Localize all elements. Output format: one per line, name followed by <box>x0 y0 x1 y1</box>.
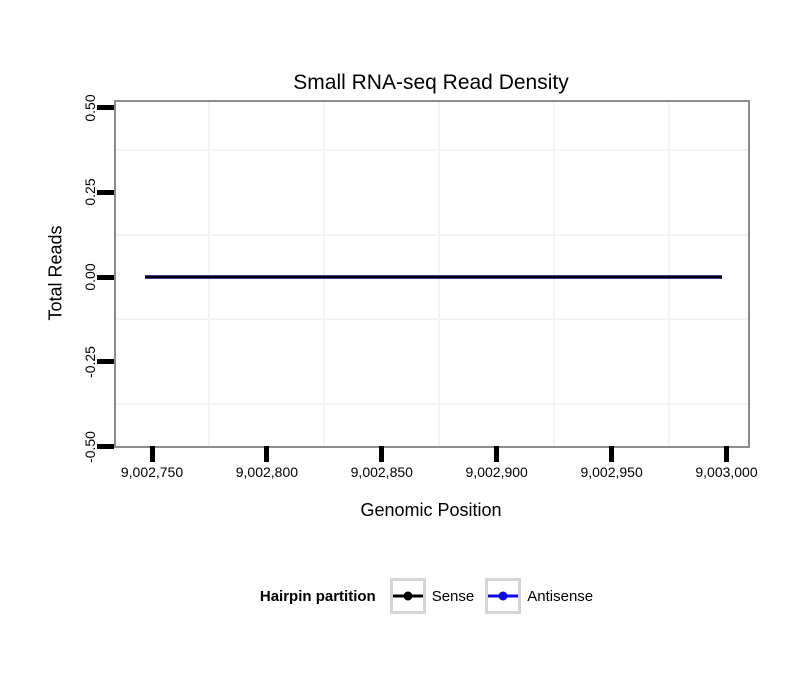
series-line-sense-antisense <box>145 275 722 279</box>
legend-item-sense: Sense <box>389 578 475 614</box>
y-axis-tick-label: 0.25 <box>82 178 98 206</box>
x-axis-tick-label: 9,002,950 <box>580 464 643 480</box>
legend-key-dot <box>498 591 508 601</box>
minor-gridline-vertical <box>208 102 211 446</box>
legend-key-dot <box>403 591 413 601</box>
minor-gridline-horizontal <box>116 318 748 321</box>
x-axis-tick <box>494 446 500 462</box>
x-axis-tick <box>379 446 385 462</box>
minor-gridline-horizontal <box>116 403 748 406</box>
legend-item-label: Antisense <box>527 587 594 605</box>
x-axis-tick <box>264 446 270 462</box>
y-axis-title: Total Reads <box>45 225 66 321</box>
y-axis-tick <box>97 189 114 195</box>
minor-gridline-horizontal <box>116 233 748 236</box>
legend: Hairpin partition Sense Antisense <box>114 577 750 615</box>
x-axis-tick-label: 9,002,900 <box>465 464 528 480</box>
legend-title: Hairpin partition <box>259 587 376 605</box>
y-axis-tick-label: 0.50 <box>82 93 98 122</box>
legend-item-antisense: Antisense <box>485 578 593 614</box>
minor-gridline-vertical <box>323 102 326 446</box>
x-axis-tick <box>724 446 729 462</box>
y-axis-tick-label: 0.00 <box>82 263 98 291</box>
legend-key-icon <box>389 578 426 614</box>
plot-panel <box>114 100 750 448</box>
legend-item-label: Sense <box>431 587 475 605</box>
y-axis-tick <box>97 105 114 110</box>
legend-key-icon <box>485 578 522 614</box>
minor-gridline-horizontal <box>116 148 748 151</box>
x-axis-tick-label: 9,003,000 <box>695 464 758 480</box>
chart-title: Small RNA-seq Read Density <box>293 71 569 94</box>
y-axis-tick-label: -0.25 <box>82 345 98 378</box>
x-axis-title: Genomic Position <box>360 500 502 520</box>
x-axis-tick-label: 9,002,750 <box>120 464 184 480</box>
y-axis-tick-label: -0.50 <box>82 430 98 463</box>
minor-gridline-vertical <box>553 102 556 446</box>
x-axis-tick-label: 9,002,800 <box>235 464 299 480</box>
y-axis-tick <box>97 444 114 449</box>
y-axis-tick <box>97 274 114 280</box>
x-axis-tick <box>149 446 155 462</box>
x-axis-tick-label: 9,002,850 <box>350 464 413 480</box>
x-axis-tick <box>609 446 615 462</box>
minor-gridline-vertical <box>668 102 671 446</box>
minor-gridline-vertical <box>438 102 441 446</box>
y-axis-tick <box>97 359 114 365</box>
